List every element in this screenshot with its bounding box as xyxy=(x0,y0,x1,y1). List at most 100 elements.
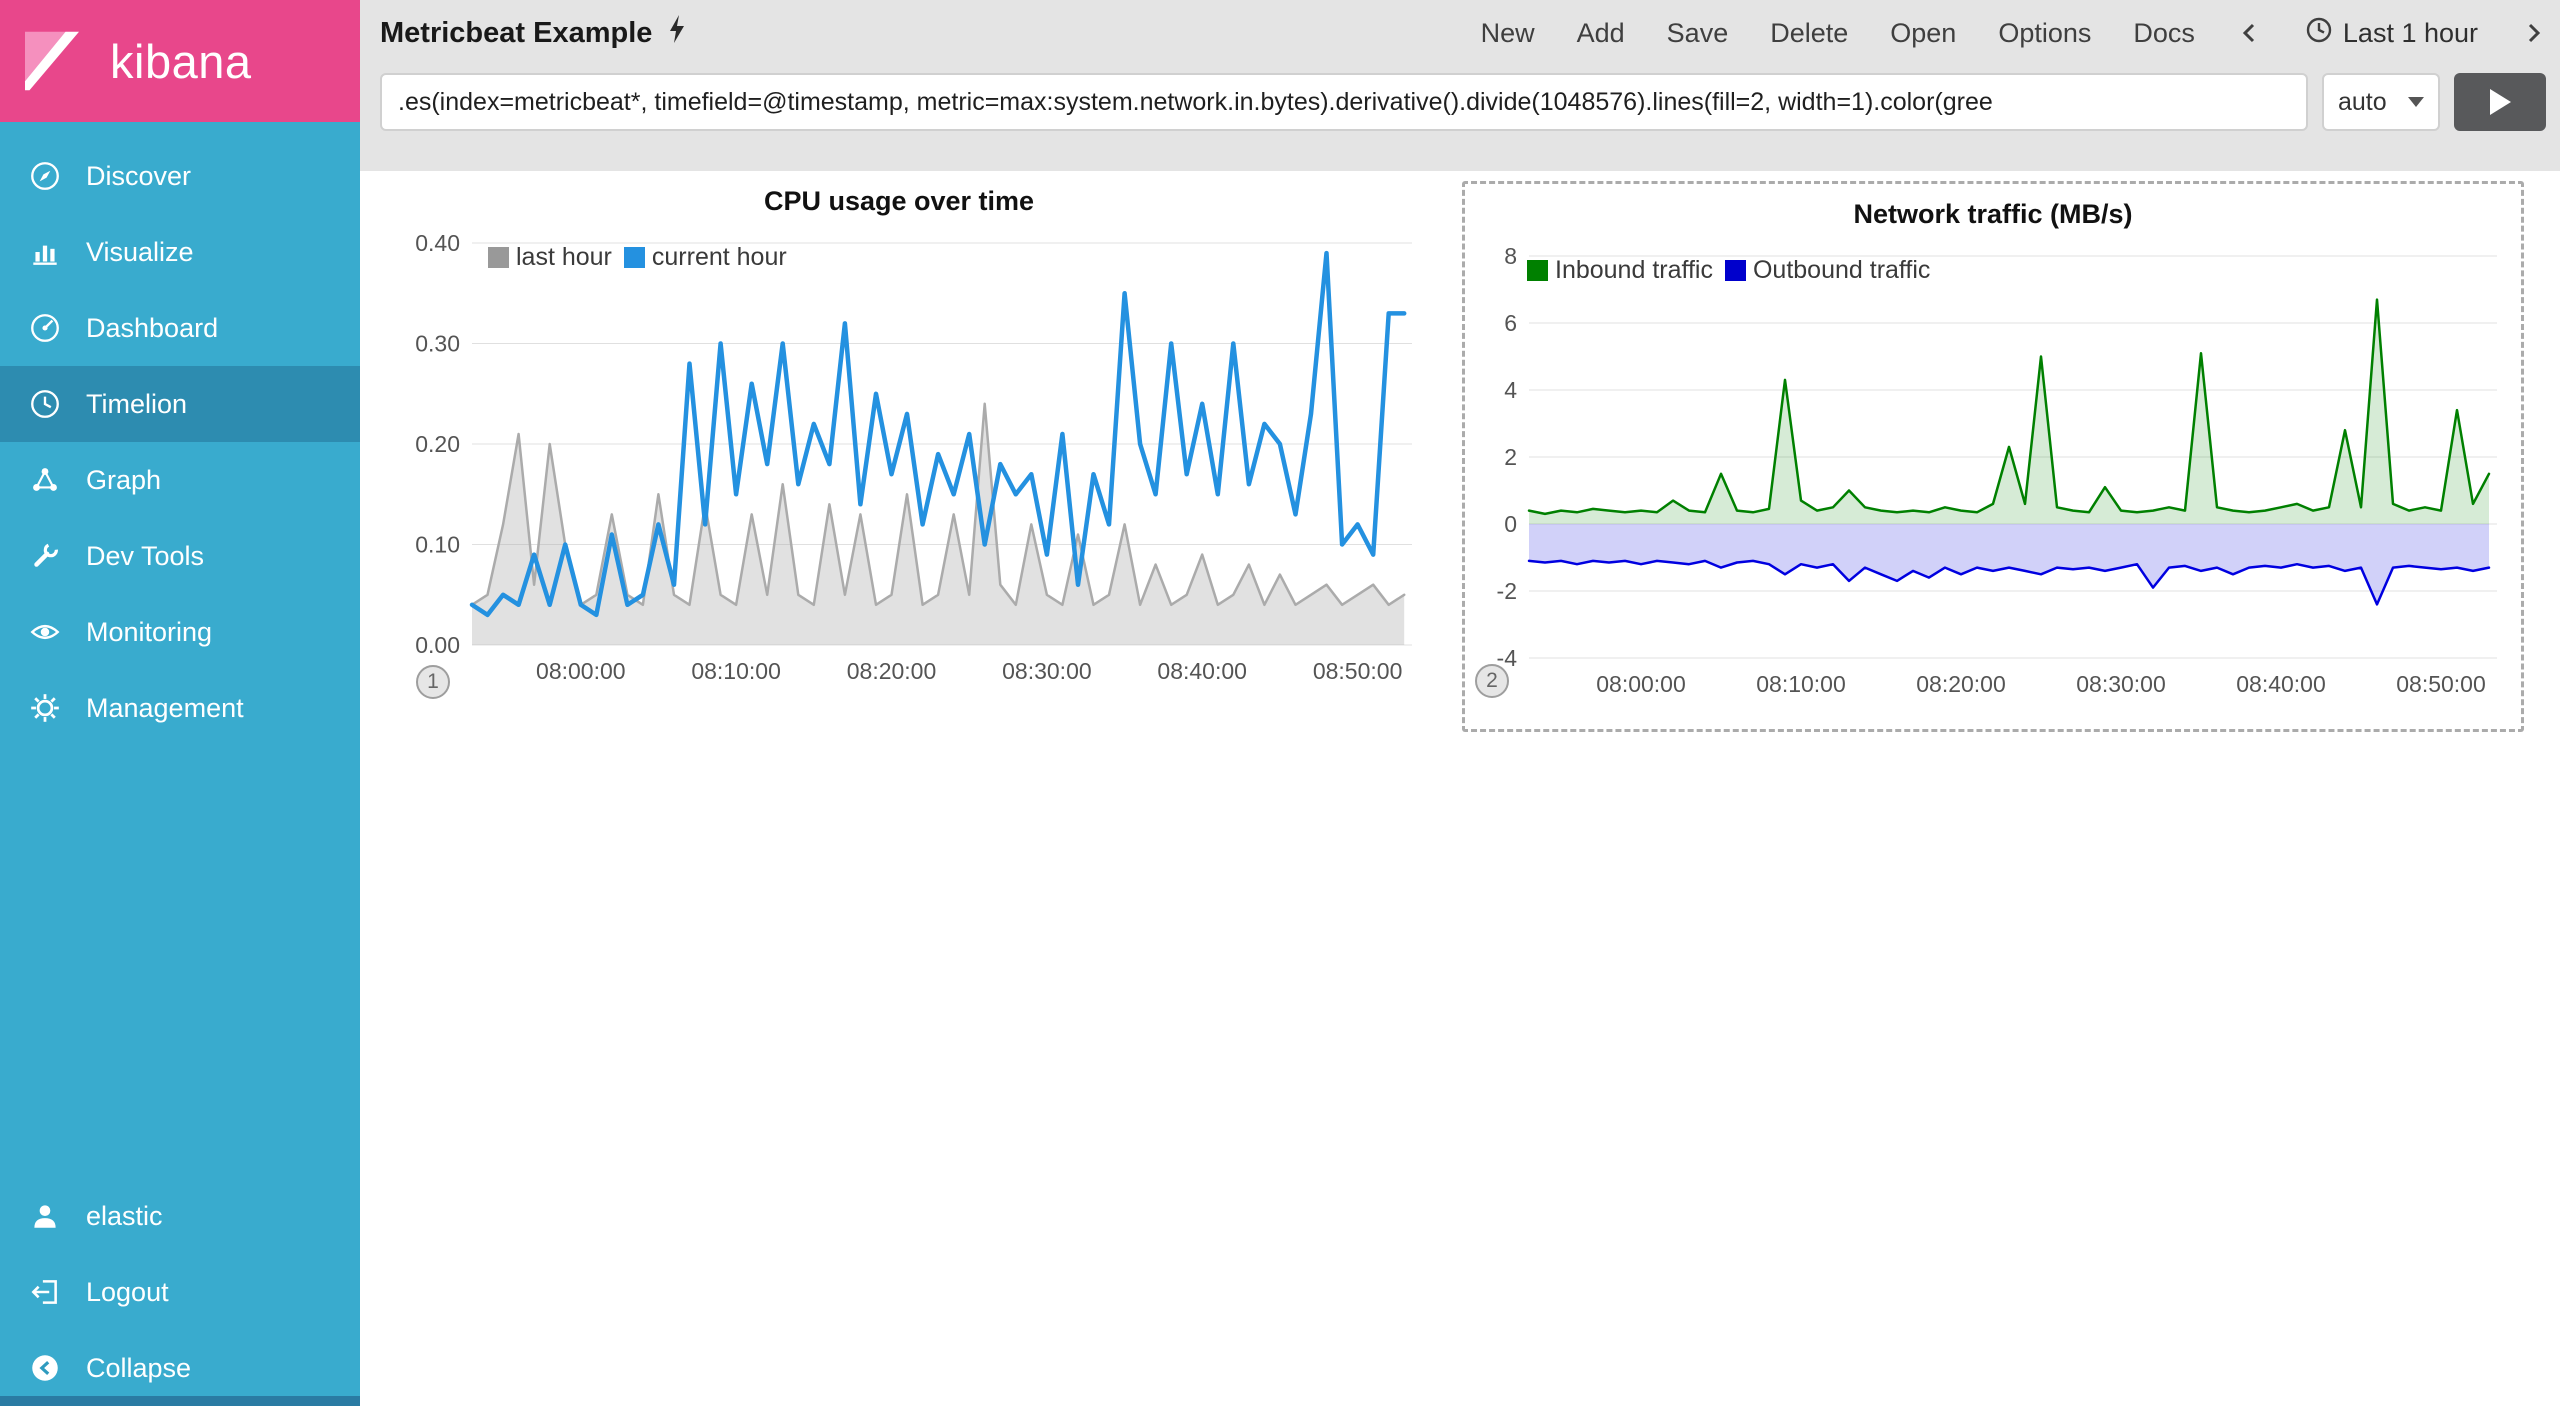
timelion-icon xyxy=(28,387,62,421)
sidebar-item-label: Logout xyxy=(86,1276,169,1307)
sidebar-item-label: Timelion xyxy=(86,388,188,419)
sidebar-item-dev-tools[interactable]: Dev Tools xyxy=(0,518,360,594)
content-area: CPU usage over time last hour current hou… xyxy=(360,171,2560,1406)
timelion-expression-input[interactable] xyxy=(380,73,2308,131)
y-tick-label: 8 xyxy=(1504,243,1517,269)
user-icon xyxy=(28,1199,62,1233)
legend-item: current hour xyxy=(623,243,787,272)
x-tick-label: 08:00:00 xyxy=(536,658,626,684)
network-traffic-chart[interactable]: -4 -2 0 2 4 6 8 08:00:00 08:10:00 08:20:00 08:30:0… xyxy=(1479,234,2507,706)
sheet-title: Metricbeat Example xyxy=(380,14,690,52)
x-tick-label: 08:50:00 xyxy=(2396,671,2486,697)
collapse-icon xyxy=(28,1351,62,1385)
gear-icon xyxy=(28,691,62,725)
sidebar-item-label: Monitoring xyxy=(86,616,213,647)
sidebar-footer: elastic Logout Collapse xyxy=(0,1178,360,1406)
y-tick-label: 4 xyxy=(1504,377,1517,403)
run-query-button[interactable] xyxy=(2454,73,2546,131)
play-icon xyxy=(2489,89,2511,115)
timepicker-button[interactable]: Last 1 hour xyxy=(2305,16,2478,51)
main-area: Metricbeat Example New Add Save Delete O… xyxy=(360,0,2560,1406)
y-tick-label: 0.40 xyxy=(415,230,460,256)
query-row: auto xyxy=(360,66,2560,171)
options-button[interactable]: Options xyxy=(1998,17,2092,48)
sidebar-item-label: elastic xyxy=(86,1200,163,1231)
sidebar-item-visualize[interactable]: Visualize xyxy=(0,214,360,290)
sidebar-item-label: Management xyxy=(86,692,244,723)
y-tick-label: 0.30 xyxy=(415,331,460,357)
x-tick-label: 08:50:00 xyxy=(1313,658,1403,684)
timelion-panel-1[interactable]: CPU usage over time last hour current hou… xyxy=(376,181,1422,699)
interval-select[interactable]: auto xyxy=(2322,73,2440,131)
time-forward-button[interactable] xyxy=(2520,19,2546,47)
x-tick-label: 08:40:00 xyxy=(1157,658,1247,684)
y-tick-label: 0.10 xyxy=(415,532,460,558)
sidebar-item-label: Collapse xyxy=(86,1352,192,1383)
chart-title: Network traffic (MB/s) xyxy=(1853,199,2133,229)
docs-button[interactable]: Docs xyxy=(2133,17,2195,48)
legend-swatch xyxy=(1527,260,1548,281)
legend-swatch xyxy=(1724,260,1746,281)
sidebar: kibana Discover xyxy=(0,0,360,1406)
chart-legend: last hour current hour xyxy=(488,243,787,272)
timelion-panel-2-selected[interactable]: Network traffic (MB/s) Inbound traffic Ou… xyxy=(1462,181,2524,732)
x-tick-label: 08:10:00 xyxy=(1756,671,1846,697)
cpu-usage-chart[interactable]: 0.00 0.10 0.20 0.30 0.40 08:00:00 08:10:00 08:2… xyxy=(376,221,1422,693)
delete-button[interactable]: Delete xyxy=(1770,17,1849,48)
kibana-logo-icon xyxy=(16,25,88,97)
sidebar-item-monitoring[interactable]: Monitoring xyxy=(0,594,360,670)
sidebar-item-timelion[interactable]: Timelion xyxy=(0,366,360,442)
add-button[interactable]: Add xyxy=(1576,17,1625,48)
chart-sequence-badge: 1 xyxy=(416,665,450,699)
timepicker-label: Last 1 hour xyxy=(2342,17,2478,48)
toolbar-actions: New Add Save Delete Open Options Docs xyxy=(1481,16,2546,51)
sidebar-item-graph[interactable]: Graph xyxy=(0,442,360,518)
sidebar-nav: Discover Visualize xyxy=(0,122,360,746)
legend-item: Outbound traffic xyxy=(1724,256,1930,285)
kibana-logo[interactable]: kibana xyxy=(0,0,360,122)
series-area xyxy=(1529,299,2489,524)
chart-plot-area[interactable]: Inbound traffic Outbound traffic -4 -2 0 2 4 6… xyxy=(1479,234,2507,711)
chart-plot-area[interactable]: last hour current hour 0.00 0.10 0.20 0.30 0.… xyxy=(376,221,1422,698)
y-tick-label: -4 xyxy=(1497,645,1518,671)
time-back-button[interactable] xyxy=(2237,19,2263,47)
y-tick-label: 2 xyxy=(1504,444,1517,470)
y-tick-label: 0 xyxy=(1504,511,1517,537)
x-tick-label: 08:00:00 xyxy=(1596,671,1686,697)
x-tick-label: 08:30:00 xyxy=(1002,658,1092,684)
sidebar-item-label: Dev Tools xyxy=(86,540,205,571)
discover-icon xyxy=(28,159,62,193)
sidebar-bottom-strip xyxy=(0,1396,360,1406)
x-tick-label: 08:30:00 xyxy=(2076,671,2166,697)
sidebar-item-discover[interactable]: Discover xyxy=(0,138,360,214)
kibana-logo-text: kibana xyxy=(110,34,252,88)
lightning-icon xyxy=(664,14,690,52)
sidebar-item-collapse[interactable]: Collapse xyxy=(0,1330,360,1406)
wrench-icon xyxy=(28,539,62,573)
chart-legend: Inbound traffic Outbound traffic xyxy=(1527,256,1930,285)
chart-sequence-badge: 2 xyxy=(1475,664,1509,698)
save-button[interactable]: Save xyxy=(1666,17,1729,48)
x-tick-label: 08:40:00 xyxy=(2236,671,2326,697)
sidebar-item-label: Visualize xyxy=(86,236,194,267)
x-tick-label: 08:20:00 xyxy=(1916,671,2006,697)
sidebar-item-management[interactable]: Management xyxy=(0,670,360,746)
clock-icon xyxy=(2305,16,2333,51)
y-tick-label: 0.00 xyxy=(415,632,460,658)
sidebar-item-dashboard[interactable]: Dashboard xyxy=(0,290,360,366)
series-area xyxy=(1529,524,2489,605)
y-tick-label: -2 xyxy=(1497,578,1517,604)
sidebar-item-logout[interactable]: Logout xyxy=(0,1254,360,1330)
open-button[interactable]: Open xyxy=(1890,17,1957,48)
x-tick-label: 08:10:00 xyxy=(691,658,781,684)
graph-icon xyxy=(28,463,62,497)
chevron-down-icon xyxy=(2408,97,2424,107)
logout-icon xyxy=(28,1275,62,1309)
chrome-top-row: Metricbeat Example New Add Save Delete O… xyxy=(360,0,2560,66)
sidebar-item-user-elastic[interactable]: elastic xyxy=(0,1178,360,1254)
sidebar-item-label: Dashboard xyxy=(86,312,219,343)
new-button[interactable]: New xyxy=(1480,17,1535,48)
sidebar-item-label: Graph xyxy=(86,464,162,495)
sidebar-item-label: Discover xyxy=(86,160,192,191)
